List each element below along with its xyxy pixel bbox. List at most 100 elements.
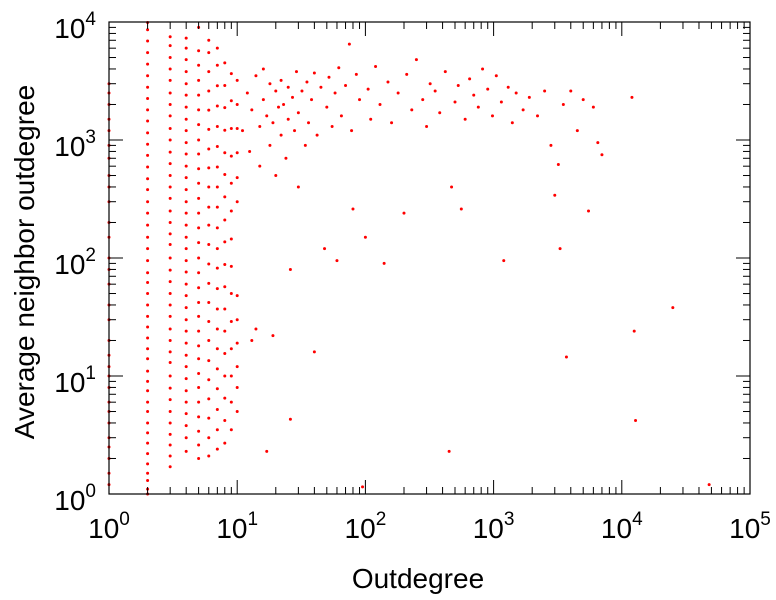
x-tick-labels: 100 101 102 103 104 105 xyxy=(88,509,771,544)
data-point xyxy=(215,387,219,391)
data-point xyxy=(184,306,188,310)
y-tick-labels: 100 101 102 103 104 xyxy=(54,9,96,516)
data-point xyxy=(223,307,227,311)
data-point xyxy=(168,196,172,200)
data-point xyxy=(296,111,300,115)
data-point xyxy=(146,223,150,227)
data-point xyxy=(265,114,269,118)
data-point xyxy=(146,452,150,456)
data-point xyxy=(168,350,172,354)
y-axis-label: Average neighbor outdegree xyxy=(9,85,40,439)
data-point xyxy=(197,443,201,447)
data-points xyxy=(107,21,711,496)
data-point xyxy=(223,374,227,378)
data-point xyxy=(146,165,150,169)
data-point xyxy=(197,314,201,318)
data-point xyxy=(476,105,480,109)
data-point xyxy=(184,247,188,251)
data-point xyxy=(363,235,367,239)
data-point xyxy=(286,117,290,121)
data-point xyxy=(207,262,211,266)
data-point xyxy=(168,56,172,60)
data-point xyxy=(197,167,201,171)
data-point xyxy=(184,294,188,298)
data-point xyxy=(207,397,211,401)
data-point xyxy=(258,125,262,129)
data-point xyxy=(443,70,447,74)
data-point xyxy=(146,188,150,192)
data-point xyxy=(293,129,297,133)
data-point xyxy=(250,108,254,112)
data-point xyxy=(215,287,219,291)
data-point xyxy=(197,400,201,404)
data-point xyxy=(499,100,503,104)
data-point xyxy=(184,117,188,121)
data-point xyxy=(168,127,172,131)
data-point xyxy=(184,58,188,62)
data-point xyxy=(215,84,219,88)
data-point xyxy=(296,185,300,189)
data-point xyxy=(223,352,227,356)
data-point xyxy=(146,389,150,393)
data-point xyxy=(600,153,604,157)
data-point xyxy=(333,91,337,95)
data-point xyxy=(556,163,560,166)
data-point xyxy=(146,325,150,329)
data-point xyxy=(184,389,188,393)
data-point xyxy=(146,400,150,404)
data-point xyxy=(207,89,211,93)
data-point xyxy=(184,436,188,440)
data-point xyxy=(347,42,351,46)
data-point xyxy=(527,95,531,99)
data-point xyxy=(335,259,339,263)
data-point xyxy=(229,154,233,158)
data-point xyxy=(339,114,343,118)
data-point xyxy=(223,263,227,267)
data-point xyxy=(197,429,201,433)
data-point xyxy=(146,200,150,204)
data-point xyxy=(215,125,219,129)
data-point xyxy=(261,67,265,71)
data-point xyxy=(184,82,188,86)
data-point xyxy=(223,106,227,110)
data-point xyxy=(146,292,150,296)
data-point xyxy=(168,102,172,106)
data-point xyxy=(223,128,227,132)
data-point xyxy=(258,164,262,168)
data-point xyxy=(215,307,219,311)
data-point xyxy=(229,127,233,131)
data-point xyxy=(184,200,188,204)
data-point xyxy=(168,91,172,95)
data-point xyxy=(223,418,227,422)
data-point xyxy=(207,436,211,440)
data-point xyxy=(197,49,201,53)
data-point xyxy=(184,70,188,74)
data-point xyxy=(197,271,201,275)
data-point xyxy=(291,95,294,99)
data-point xyxy=(146,247,150,251)
data-point xyxy=(463,117,467,121)
data-point xyxy=(184,129,188,133)
data-point xyxy=(587,209,591,213)
data-point xyxy=(207,38,211,42)
data-point xyxy=(207,185,211,189)
data-point xyxy=(303,143,307,147)
data-point xyxy=(366,87,370,91)
data-point xyxy=(184,176,188,180)
plot-frame xyxy=(108,21,751,495)
data-point xyxy=(327,75,331,79)
data-point xyxy=(146,211,150,215)
data-point xyxy=(459,207,463,211)
data-point xyxy=(168,454,172,458)
data-point xyxy=(288,267,292,271)
data-point xyxy=(168,303,172,307)
data-point xyxy=(168,432,172,436)
x-axis-label: Outdegree xyxy=(352,563,484,594)
data-point xyxy=(271,334,275,338)
data-point xyxy=(632,329,636,333)
data-point xyxy=(438,111,442,115)
data-point xyxy=(307,121,311,125)
data-point xyxy=(168,465,172,469)
data-point xyxy=(215,104,219,108)
data-point xyxy=(330,125,334,129)
